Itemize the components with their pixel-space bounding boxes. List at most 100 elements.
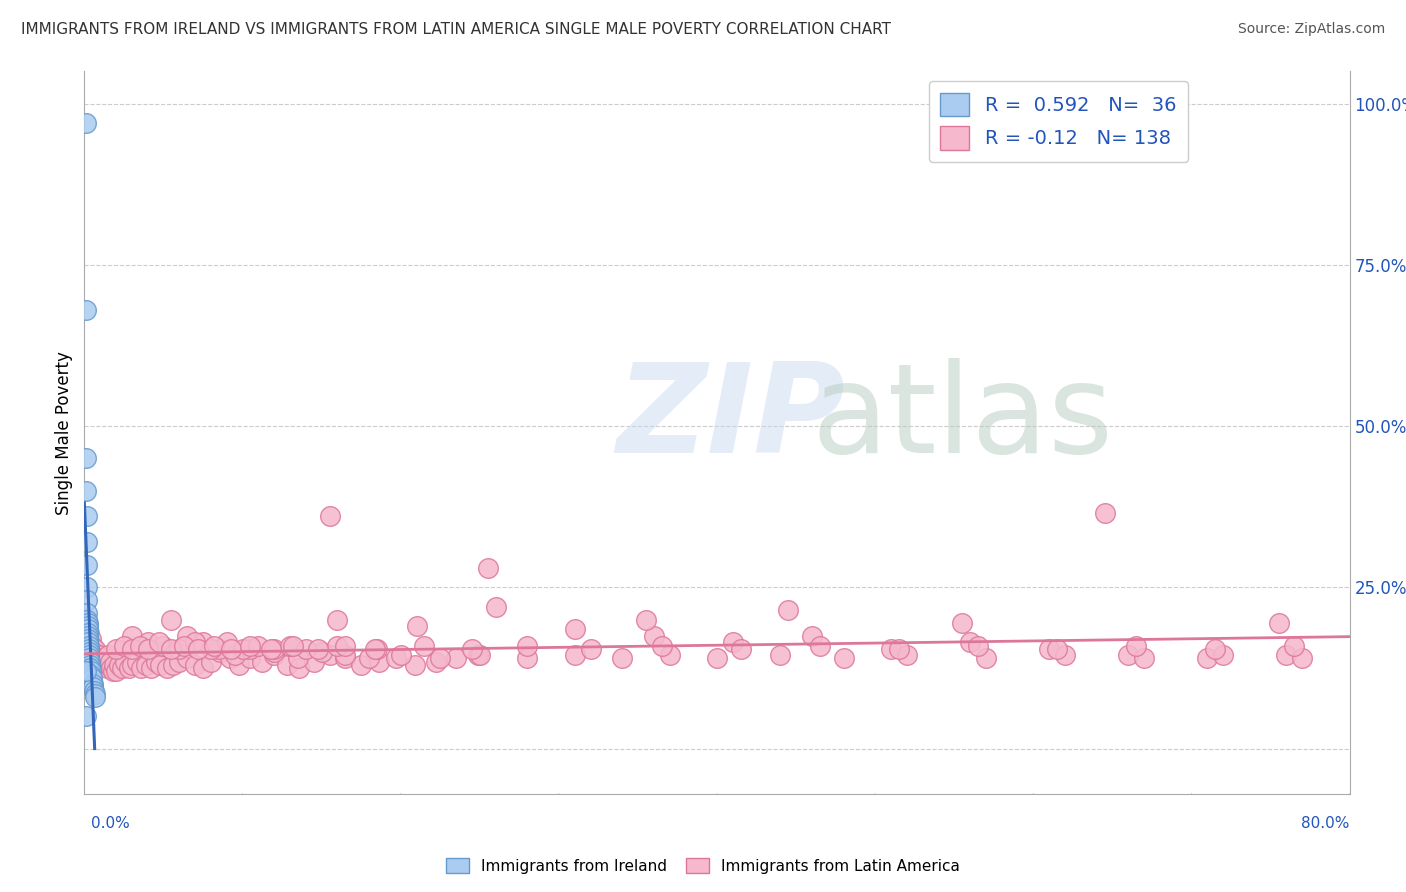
Point xyxy=(730,641,752,656)
Point xyxy=(516,639,538,653)
Point xyxy=(77,645,100,659)
Point xyxy=(136,635,159,649)
Point xyxy=(288,661,311,675)
Point xyxy=(778,603,800,617)
Point xyxy=(278,639,301,653)
Point xyxy=(77,632,100,646)
Legend: Immigrants from Ireland, Immigrants from Latin America: Immigrants from Ireland, Immigrants from… xyxy=(440,852,966,880)
Point xyxy=(444,651,467,665)
Point xyxy=(135,657,157,672)
Point xyxy=(114,655,136,669)
Point xyxy=(83,687,105,701)
Text: IMMIGRANTS FROM IRELAND VS IMMIGRANTS FROM LATIN AMERICA SINGLE MALE POVERTY COR: IMMIGRANTS FROM IRELAND VS IMMIGRANTS FR… xyxy=(21,22,891,37)
Point xyxy=(86,651,108,665)
Point xyxy=(191,635,214,649)
Point xyxy=(287,651,309,665)
Point xyxy=(1275,648,1298,663)
Point xyxy=(75,665,97,679)
Point xyxy=(169,641,191,656)
Point xyxy=(184,657,207,672)
Point xyxy=(295,641,318,656)
Point xyxy=(335,651,357,665)
Point xyxy=(76,619,98,633)
Point xyxy=(77,629,100,643)
Point xyxy=(302,655,325,669)
Point xyxy=(801,629,824,643)
Point xyxy=(1291,651,1313,665)
Point xyxy=(83,645,105,659)
Point xyxy=(769,648,792,663)
Point xyxy=(82,677,104,691)
Point xyxy=(484,599,508,614)
Point xyxy=(100,661,122,675)
Point xyxy=(129,661,153,675)
Point xyxy=(121,629,143,643)
Point xyxy=(311,645,333,659)
Point xyxy=(112,639,135,653)
Point xyxy=(564,623,586,637)
Point xyxy=(155,661,177,675)
Point xyxy=(79,632,103,646)
Point xyxy=(263,641,285,656)
Point xyxy=(79,655,101,669)
Point xyxy=(247,639,270,653)
Point xyxy=(184,635,207,649)
Point xyxy=(364,641,387,656)
Point xyxy=(263,645,285,659)
Point xyxy=(103,657,125,672)
Point xyxy=(612,651,634,665)
Point xyxy=(1133,651,1156,665)
Point xyxy=(239,651,262,665)
Point xyxy=(79,651,101,665)
Point xyxy=(202,639,225,653)
Point xyxy=(357,651,380,665)
Point xyxy=(77,639,100,653)
Point xyxy=(326,639,349,653)
Point xyxy=(228,657,250,672)
Point xyxy=(224,648,246,663)
Point xyxy=(111,661,134,675)
Point xyxy=(832,651,855,665)
Point xyxy=(76,558,98,572)
Point xyxy=(75,483,97,498)
Point xyxy=(658,648,681,663)
Point xyxy=(75,451,97,466)
Point xyxy=(281,639,305,653)
Point xyxy=(429,651,451,665)
Point xyxy=(318,509,340,524)
Point xyxy=(200,655,222,669)
Point xyxy=(1038,641,1060,656)
Point xyxy=(1094,506,1116,520)
Point xyxy=(176,629,198,643)
Point xyxy=(87,648,110,663)
Point xyxy=(260,641,283,656)
Point xyxy=(516,651,538,665)
Point xyxy=(367,655,389,669)
Point xyxy=(121,641,143,656)
Point xyxy=(200,641,222,656)
Point xyxy=(136,641,159,656)
Point xyxy=(706,651,728,665)
Point xyxy=(1212,648,1234,663)
Point xyxy=(94,657,117,672)
Point xyxy=(98,655,121,669)
Point xyxy=(461,641,484,656)
Point xyxy=(231,641,254,656)
Point xyxy=(76,509,98,524)
Point xyxy=(145,655,167,669)
Point xyxy=(967,639,990,653)
Point xyxy=(77,641,100,656)
Point xyxy=(950,615,973,630)
Text: Source: ZipAtlas.com: Source: ZipAtlas.com xyxy=(1237,22,1385,37)
Point xyxy=(77,648,100,663)
Point xyxy=(335,648,357,663)
Point xyxy=(880,641,903,656)
Point xyxy=(405,619,427,633)
Point xyxy=(477,561,499,575)
Point xyxy=(385,651,408,665)
Point xyxy=(84,641,107,656)
Point xyxy=(404,657,426,672)
Point xyxy=(83,683,105,698)
Point xyxy=(1197,651,1219,665)
Point xyxy=(263,648,285,663)
